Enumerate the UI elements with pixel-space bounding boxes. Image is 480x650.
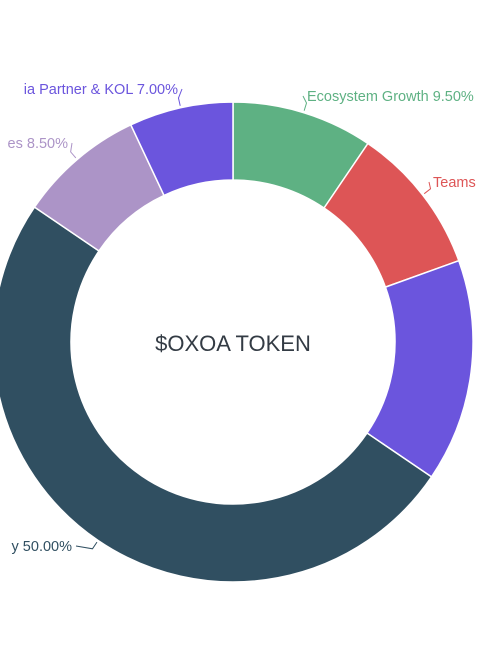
slice-label-0: Ecosystem Growth 9.50% <box>307 89 474 105</box>
slice-labels: Ecosystem Growth 9.50% Teams y 50.00% es 8.… <box>8 82 476 555</box>
leader-line-0 <box>302 95 308 111</box>
donut-slices <box>0 101 474 583</box>
slice-label-3: es 8.50% <box>8 136 69 152</box>
slice-label-4: ia Partner & KOL 7.00% <box>24 82 178 98</box>
leader-line-4 <box>177 88 183 106</box>
label-leaders <box>70 88 432 550</box>
donut-slice-3 <box>0 206 433 583</box>
slice-label-1: Teams <box>433 175 476 191</box>
slice-label-2: y 50.00% <box>12 539 73 555</box>
leader-line-2 <box>75 541 98 550</box>
leader-line-3 <box>70 142 77 159</box>
leader-line-1 <box>423 181 432 195</box>
center-title: $OXOA TOKEN <box>155 331 311 356</box>
donut-slice-5 <box>129 101 234 197</box>
